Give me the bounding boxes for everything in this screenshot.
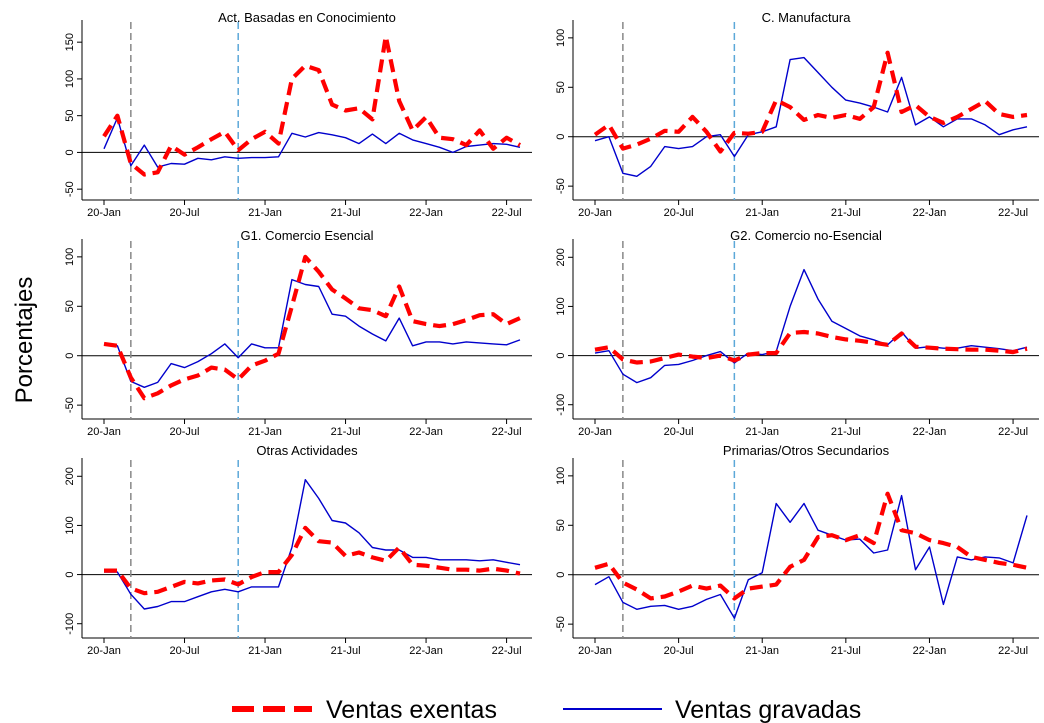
x-tick-label: 22-Jan [913, 207, 947, 219]
x-tick-label: 21-Jul [331, 645, 361, 657]
panel-title: Primarias/Otros Secundarios [723, 443, 890, 458]
x-tick-label: 21-Jan [248, 645, 282, 657]
x-tick-label: 22-Jan [913, 426, 947, 438]
x-tick-label: 22-Jul [492, 645, 522, 657]
y-tick-label: 50 [64, 110, 76, 122]
x-tick-label: 20-Jan [578, 645, 612, 657]
panel-5: Otras Actividades -100 0 100 200 20-Jan 20-Jul… [64, 443, 532, 657]
legend-label-gravadas: Ventas gravadas [675, 696, 861, 723]
y-tick-label: 0 [64, 353, 76, 359]
figure-y-axis-label: Porcentajes [11, 277, 38, 404]
series-line-exentas [594, 329, 1028, 365]
x-tick-label: 21-Jul [831, 207, 861, 219]
y-tick-label: 50 [555, 519, 567, 531]
y-tick-label: 0 [64, 572, 76, 578]
series-line-exentas [104, 525, 521, 596]
x-tick-label: 22-Jul [492, 207, 522, 219]
panel-title: Act. Basadas en Conocimiento [218, 10, 396, 25]
x-tick-label: 20-Jul [170, 426, 200, 438]
y-tick-label: 0 [555, 572, 567, 578]
panel-title: G2. Comercio no-Esencial [730, 228, 882, 243]
x-tick-label: 20-Jul [170, 645, 200, 657]
y-tick-label: -50 [555, 616, 567, 632]
panel-1: Act. Basadas en Conocimiento -50 0 50 100 150… [64, 10, 532, 219]
chart-panels: Act. Basadas en Conocimiento -50 0 50 100 150… [64, 10, 1039, 657]
y-tick-label: 0 [555, 353, 567, 359]
x-tick-label: 21-Jan [745, 426, 779, 438]
y-tick-label: 100 [555, 29, 567, 47]
x-tick-label: 21-Jul [331, 207, 361, 219]
x-tick-label: 22-Jan [409, 207, 443, 219]
x-tick-label: 22-Jan [409, 426, 443, 438]
y-tick-label: -50 [64, 397, 76, 413]
legend-label-exentas: Ventas exentas [326, 696, 497, 723]
legend: Ventas exentas Ventas gravadas [232, 696, 861, 723]
y-tick-label: 200 [555, 248, 567, 266]
x-tick-label: 22-Jan [409, 645, 443, 657]
y-tick-label: 150 [64, 33, 76, 51]
y-tick-label: 200 [64, 467, 76, 485]
x-tick-label: 20-Jan [87, 426, 121, 438]
y-tick-label: 100 [64, 516, 76, 534]
y-tick-label: 100 [64, 70, 76, 88]
series-line-gravadas [594, 494, 1028, 619]
x-tick-label: 21-Jul [331, 426, 361, 438]
x-tick-label: 20-Jan [578, 207, 612, 219]
x-tick-label: 22-Jul [492, 426, 522, 438]
panel-title: C. Manufactura [762, 10, 852, 25]
y-tick-label: 100 [64, 248, 76, 266]
x-tick-label: 20-Jul [664, 207, 694, 219]
x-tick-label: 21-Jan [248, 207, 282, 219]
y-tick-label: -100 [64, 613, 76, 635]
y-tick-label: 0 [555, 134, 567, 140]
y-tick-label: -100 [555, 394, 567, 416]
x-tick-label: 20-Jan [578, 426, 612, 438]
y-tick-label: 0 [64, 149, 76, 155]
panel-title: G1. Comercio Esencial [241, 228, 374, 243]
panel-6: Primarias/Otros Secundarios -50 0 50 100 20-J… [555, 443, 1039, 657]
x-tick-label: 20-Jul [664, 645, 694, 657]
y-tick-label: -50 [555, 178, 567, 194]
y-tick-label: -50 [64, 181, 76, 197]
x-tick-label: 22-Jul [998, 426, 1028, 438]
y-tick-label: 100 [555, 297, 567, 315]
x-tick-label: 22-Jan [913, 645, 947, 657]
x-tick-label: 20-Jul [664, 426, 694, 438]
y-tick-label: 50 [64, 300, 76, 312]
y-tick-label: 100 [555, 467, 567, 485]
panel-2: C. Manufactura -50 0 50 100 20-Jan 20-Jul 21-Ja… [555, 10, 1039, 219]
panel-title: Otras Actividades [256, 443, 358, 458]
x-tick-label: 21-Jan [745, 645, 779, 657]
x-tick-label: 22-Jul [998, 645, 1028, 657]
series-line-exentas [103, 254, 521, 401]
series-line-gravadas [594, 268, 1028, 384]
x-tick-label: 20-Jul [170, 207, 200, 219]
x-tick-label: 20-Jan [87, 645, 121, 657]
series-line-exentas [593, 50, 1028, 154]
series-line-exentas [102, 34, 522, 177]
series-line-gravadas [103, 278, 521, 388]
x-tick-label: 21-Jan [248, 426, 282, 438]
x-tick-label: 22-Jul [998, 207, 1028, 219]
panel-3: G1. Comercio Esencial -50 0 50 100 20-Jan 20-J… [64, 228, 532, 438]
x-tick-label: 21-Jul [831, 426, 861, 438]
series-line-gravadas [594, 56, 1028, 178]
series-line-exentas [594, 491, 1028, 601]
x-tick-label: 21-Jul [831, 645, 861, 657]
x-tick-label: 21-Jan [745, 207, 779, 219]
series-line-gravadas [103, 117, 521, 168]
panel-4: G2. Comercio no-Esencial -100 0 100 200 20-Ja… [555, 228, 1039, 438]
y-tick-label: 50 [555, 81, 567, 93]
x-tick-label: 20-Jan [87, 207, 121, 219]
series-line-gravadas [104, 479, 521, 610]
